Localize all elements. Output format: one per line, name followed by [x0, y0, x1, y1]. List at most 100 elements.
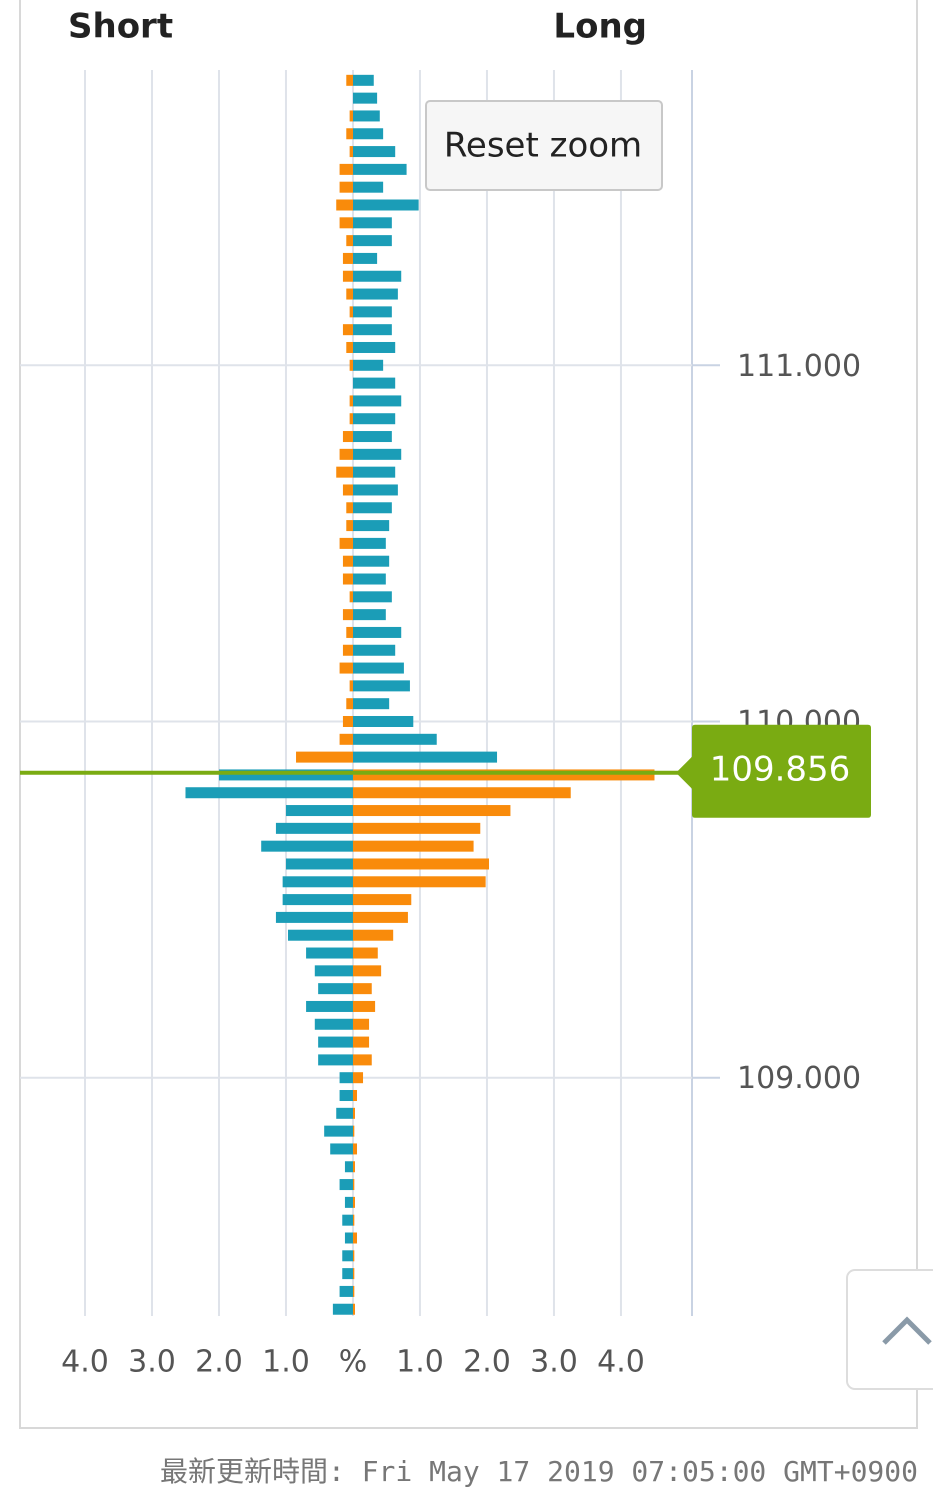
bar: [314, 965, 353, 977]
bar: [342, 431, 353, 443]
bar: [352, 146, 396, 158]
bar: [352, 769, 655, 781]
bar: [352, 1250, 355, 1262]
bar: [275, 911, 353, 923]
footer: 最新更新時間: Fri May 17 2019 07:05:00 GMT+090…: [160, 1455, 918, 1488]
bar: [352, 395, 402, 407]
bar: [352, 520, 390, 532]
bar: [352, 537, 386, 549]
bar: [352, 181, 384, 193]
scroll-top-box[interactable]: [846, 1269, 933, 1390]
bar: [352, 840, 474, 852]
scroll-top-button[interactable]: [846, 1269, 933, 1390]
bar: [352, 1214, 355, 1226]
bar: [352, 1072, 364, 1084]
bar: [339, 1285, 353, 1297]
bar: [346, 698, 353, 710]
bar: [352, 110, 380, 122]
chevron-up[interactable]: [882, 1316, 932, 1345]
bar: [318, 1054, 353, 1066]
x-tick-label: 3.0: [530, 1345, 578, 1380]
plot: 4.0 3.0 2.0 1.0% 1.0 2.0 3.0 4.0109.000110.0001…: [20, 70, 871, 1380]
bar: [332, 1303, 353, 1315]
bar: [339, 537, 353, 549]
long-label: Long: [553, 7, 647, 47]
bar: [339, 662, 353, 674]
x-tick-label: 4.0: [61, 1345, 109, 1380]
bar: [352, 288, 398, 300]
bar: [330, 1143, 353, 1155]
bar: [318, 983, 353, 995]
bar: [349, 146, 353, 158]
bar: [342, 644, 353, 656]
bar: [352, 128, 384, 140]
bar: [352, 894, 412, 906]
bar: [352, 163, 407, 175]
bar: [349, 680, 353, 692]
bar: [339, 1179, 353, 1191]
bar: [352, 1161, 355, 1173]
bar: [352, 965, 382, 977]
bar: [287, 929, 353, 941]
bar: [339, 1090, 353, 1102]
bar: [352, 92, 378, 104]
bar: [352, 359, 384, 371]
bar: [352, 947, 378, 959]
y-tick-label: 109.000: [737, 1061, 861, 1096]
bar: [339, 217, 353, 229]
bar: [352, 484, 398, 496]
bar: [352, 1018, 370, 1030]
bar: [352, 341, 396, 353]
reset-button-box[interactable]: [425, 100, 663, 191]
bar: [342, 715, 353, 727]
bar: [352, 377, 396, 389]
bar: [346, 288, 353, 300]
bar: [352, 805, 511, 817]
x-tick-label: 4.0: [597, 1345, 645, 1380]
bar: [346, 74, 353, 86]
reset-button[interactable]: Reset zoom: [425, 100, 663, 191]
bar: [349, 395, 353, 407]
bar: [342, 555, 353, 567]
bar: [318, 1036, 353, 1048]
bar: [352, 1285, 355, 1297]
bar: [339, 163, 353, 175]
bar: [339, 733, 353, 745]
bar: [296, 751, 353, 763]
bar: [336, 199, 353, 211]
bar: [352, 1107, 355, 1119]
bar: [352, 1054, 372, 1066]
bar: [352, 502, 392, 514]
bar: [352, 199, 419, 211]
bar: [346, 128, 353, 140]
bar: [336, 1107, 353, 1119]
bar: [349, 110, 353, 122]
bar: [352, 1125, 355, 1137]
bar: [352, 1303, 355, 1315]
y-tick-label: 111.000: [737, 349, 861, 384]
bar: [352, 609, 386, 621]
bar: [282, 894, 353, 906]
reset-button-label[interactable]: Reset zoom: [444, 126, 642, 166]
frame: [19, 0, 918, 1429]
bar: [352, 324, 392, 336]
current-price-label: 109.856: [710, 749, 851, 789]
bar: [261, 840, 353, 852]
bar: [352, 235, 392, 247]
x-tick-label: 2.0: [463, 1345, 511, 1380]
bar: [352, 1036, 370, 1048]
bar: [342, 1214, 353, 1226]
bar: [352, 448, 402, 460]
bar: [339, 181, 353, 193]
bar: [346, 626, 353, 638]
bar: [346, 520, 353, 532]
bar: [346, 502, 353, 514]
bar: [346, 235, 353, 247]
bar: [352, 413, 396, 425]
bar: [352, 1000, 376, 1012]
bar: [352, 911, 408, 923]
bar: [352, 698, 390, 710]
bar: [349, 413, 353, 425]
bar: [352, 751, 498, 763]
